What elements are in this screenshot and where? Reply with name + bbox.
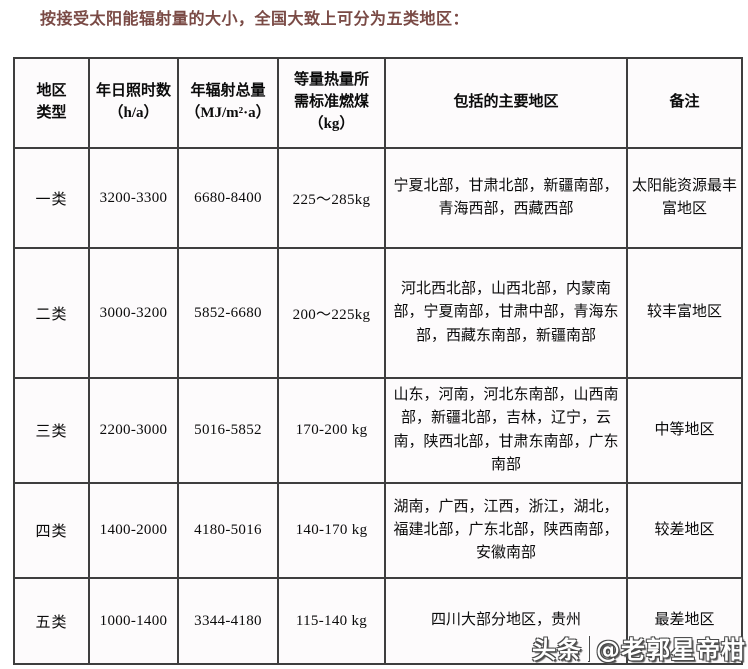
cell-coal-equivalent: 115-140 kg xyxy=(277,577,386,665)
cell-sunshine-hours: 3200-3300 xyxy=(88,147,179,249)
cell-annual-radiation: 5016-5852 xyxy=(177,377,279,484)
header-coal-equivalent: 等量热量所 需标准燃煤 （kg） xyxy=(277,57,386,149)
cell-main-regions: 河北西北部，山西北部，内蒙南部，宁夏南部，甘肃中部，青海东部，西藏东南部，新疆南… xyxy=(384,247,628,379)
header-sunshine-hours: 年日照时数 （h/a） xyxy=(88,57,179,149)
cell-coal-equivalent: 170-200 kg xyxy=(277,377,386,484)
cell-main-regions: 山东，河南，河北东南部，山西南部，新疆北部，吉林，辽宁，云南，陕西北部，甘肃东南… xyxy=(384,377,628,484)
table-row: 四类 1400-2000 4180-5016 140-170 kg 湖南，广西，… xyxy=(13,482,743,579)
table-row: 一类 3200-3300 6680-8400 225～285kg 宁夏北部，甘肃… xyxy=(13,147,743,249)
intro-text: 按接受太阳能辐射量的大小，全国大致上可分为五类地区： xyxy=(40,11,470,28)
cell-remarks: 最差地区 xyxy=(626,577,743,665)
cell-sunshine-hours: 2200-3000 xyxy=(88,377,179,484)
cell-main-regions: 湖南，广西，江西，浙江，湖北，福建北部，广东北部，陕西南部，安徽南部 xyxy=(384,482,628,579)
header-annual-radiation: 年辐射总量 （MJ/m²·a） xyxy=(177,57,279,149)
cell-zone-type: 五类 xyxy=(13,577,90,665)
table-row: 五类 1000-1400 3344-4180 115-140 kg 四川大部分地… xyxy=(13,577,743,665)
cell-remarks: 较差地区 xyxy=(626,482,743,579)
cell-remarks: 太阳能资源最丰富地区 xyxy=(626,147,743,249)
toutiao-watermark-brand: 头条 xyxy=(532,636,582,664)
watermark-divider xyxy=(587,634,589,661)
table-row: 二类 3000-3200 5852-6680 200～225kg 河北西北部，山… xyxy=(13,247,743,379)
table-row: 三类 2200-3000 5016-5852 170-200 kg 山东，河南，… xyxy=(13,377,743,484)
cell-coal-equivalent: 140-170 kg xyxy=(277,482,386,579)
table-header-row: 地区 类型 年日照时数 （h/a） 年辐射总量 （MJ/m²·a） 等量热量所 … xyxy=(13,57,743,149)
cell-zone-type: 一类 xyxy=(13,147,90,249)
cell-main-regions: 宁夏北部，甘肃北部，新疆南部，青海西部，西藏西部 xyxy=(384,147,628,249)
cell-sunshine-hours: 3000-3200 xyxy=(88,247,179,379)
cell-annual-radiation: 4180-5016 xyxy=(177,482,279,579)
cell-sunshine-hours: 1400-2000 xyxy=(88,482,179,579)
cell-annual-radiation: 5852-6680 xyxy=(177,247,279,379)
toutiao-watermark: 头条 @老郭星帝柑 xyxy=(532,630,746,665)
cell-annual-radiation: 6680-8400 xyxy=(177,147,279,249)
cell-coal-equivalent: 225～285kg xyxy=(277,147,386,249)
cell-zone-type: 二类 xyxy=(13,247,90,379)
solar-zone-table: 地区 类型 年日照时数 （h/a） 年辐射总量 （MJ/m²·a） 等量热量所 … xyxy=(13,57,743,665)
header-remarks: 备注 xyxy=(626,57,743,149)
cell-annual-radiation: 3344-4180 xyxy=(177,577,279,665)
header-zone-type: 地区 类型 xyxy=(13,57,90,149)
cell-coal-equivalent: 200～225kg xyxy=(277,247,386,379)
cell-sunshine-hours: 1000-1400 xyxy=(88,577,179,665)
cell-zone-type: 四类 xyxy=(13,482,90,579)
toutiao-watermark-handle: @老郭星帝柑 xyxy=(596,636,746,664)
cell-zone-type: 三类 xyxy=(13,377,90,484)
cell-remarks: 较丰富地区 xyxy=(626,247,743,379)
header-main-regions: 包括的主要地区 xyxy=(384,57,628,149)
cell-remarks: 中等地区 xyxy=(626,377,743,484)
